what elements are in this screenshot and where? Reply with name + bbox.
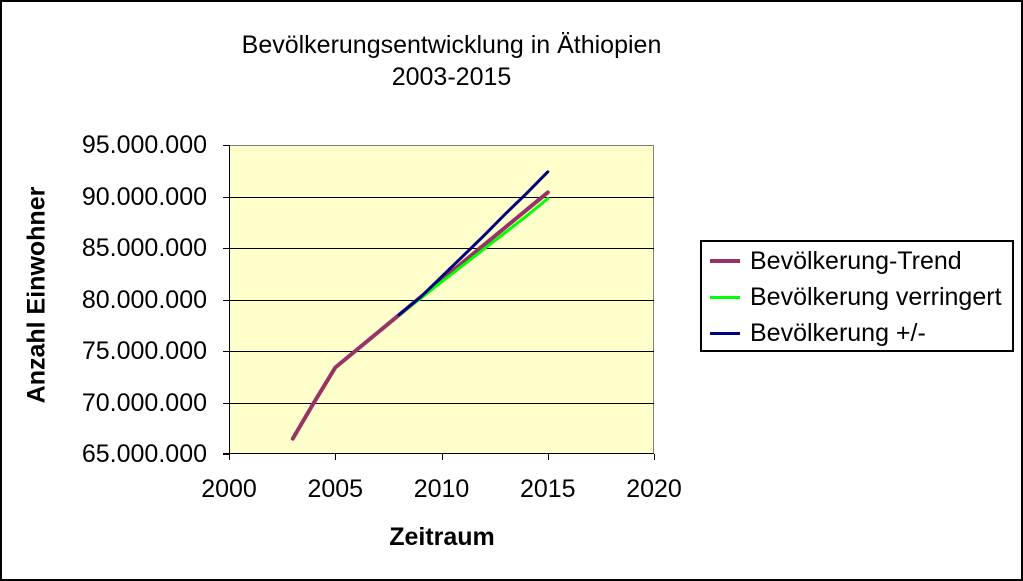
- legend-swatch: [710, 295, 740, 299]
- plot-area: [223, 145, 655, 460]
- y-tick-label: 65.000.000: [81, 440, 207, 468]
- legend-label: Bevölkerung +/-: [750, 318, 926, 347]
- x-tick-label: 2015: [519, 475, 576, 503]
- plot-svg: [223, 145, 655, 460]
- legend-label: Bevölkerung-Trend: [750, 246, 962, 275]
- y-tick-label: 80.000.000: [81, 285, 207, 314]
- legend-item: Bevölkerung +/-: [710, 315, 1012, 351]
- x-tick-label: 2010: [413, 475, 470, 503]
- legend-item: Bevölkerung-Trend: [710, 243, 1012, 279]
- chart-title-line-2: 2003-2015: [391, 63, 512, 91]
- legend-swatch: [710, 259, 740, 263]
- x-tick-label: 2005: [307, 475, 364, 503]
- y-tick-label: 90.000.000: [81, 182, 207, 211]
- y-tick-label: 75.000.000: [81, 337, 207, 365]
- y-tick-label: 95.000.000: [81, 131, 207, 159]
- legend-label: Bevölkerung verringert: [750, 282, 1002, 311]
- y-tick-label: 70.000.000: [81, 388, 207, 417]
- y-tick-label: 85.000.000: [81, 234, 207, 262]
- legend: Bevölkerung-Trend Bevölkerung verringert B…: [700, 240, 1014, 352]
- legend-swatch: [710, 331, 740, 335]
- legend-item: Bevölkerung verringert: [710, 279, 1012, 315]
- x-axis-title: Zeitraum: [389, 523, 495, 551]
- x-tick-label: 2020: [626, 475, 682, 503]
- plot-background: [229, 145, 654, 454]
- chart-title: Bevölkerungsentwicklung in Äthiopien 200…: [129, 29, 774, 93]
- series-line: [397, 170, 550, 317]
- x-tick-label: 2000: [201, 475, 257, 503]
- chart-title-line-1: Bevölkerungsentwicklung in Äthiopien: [241, 31, 662, 59]
